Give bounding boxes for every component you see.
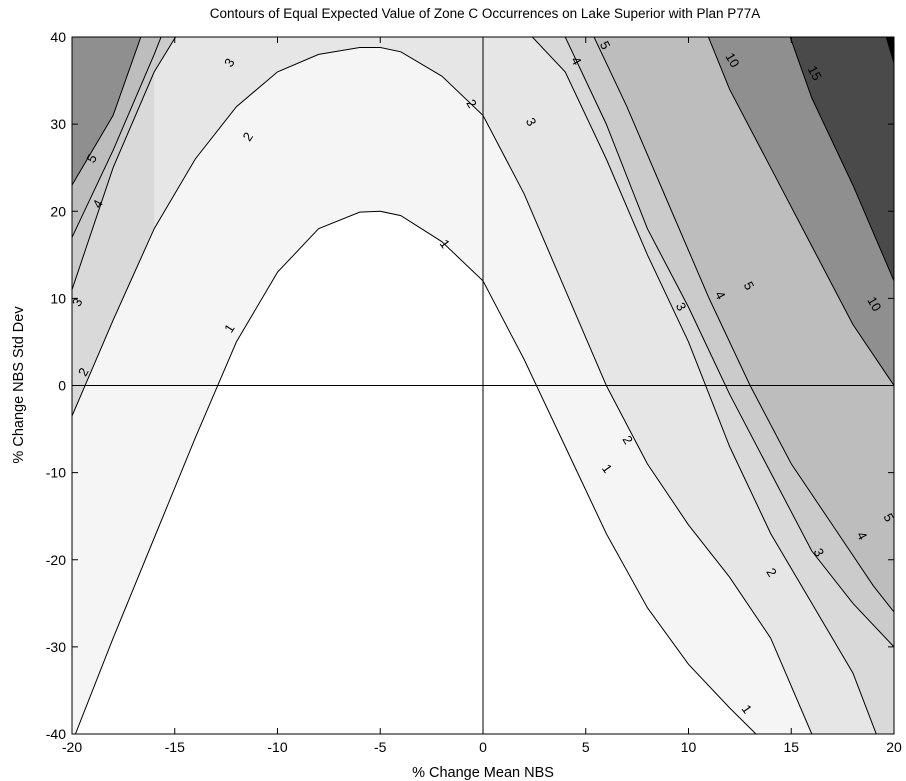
contour-line-3 [72,37,877,734]
y-tick-label: 40 [50,29,66,45]
x-axis-ticks: -20 -15 -10 -5 0 5 10 15 20 [62,37,902,755]
y-tick-label: 20 [50,203,66,219]
x-tick-label: 15 [783,739,799,755]
chart-title: Contours of Equal Expected Value of Zone… [210,6,761,21]
y-tick-label: -20 [46,552,66,568]
contour-line-20 [885,37,894,64]
contour-line-4 [72,37,894,648]
y-tick-label: 0 [58,378,66,394]
contour-fill-left-5 [72,37,141,186]
y-tick-label: 10 [50,290,66,306]
x-tick-label: -15 [165,739,185,755]
x-tick-label: 0 [479,739,487,755]
contour-fill-5 [72,37,894,613]
contour-label: 10 [864,294,884,314]
contour-label: 10 [722,50,742,70]
y-tick-label: -10 [46,465,66,481]
x-tick-label: 5 [582,739,590,755]
y-axis-ticks: -40 -30 -20 -10 0 10 20 30 40 [46,29,894,742]
x-tick-label: -10 [267,739,287,755]
contour-line-5 [72,37,894,613]
y-axis-label: % Change NBS Std Dev [11,306,27,464]
x-tick-label: -20 [62,739,82,755]
y-tick-label: 30 [50,116,66,132]
x-tick-label: 20 [886,739,902,755]
reference-lines [72,37,894,734]
x-axis-label: % Change Mean NBS [412,765,554,781]
contour-line-1 [74,210,757,734]
x-tick-label: 10 [681,739,697,755]
y-tick-label: -30 [46,639,66,655]
y-tick-label: -40 [46,726,66,742]
contour-line-2 [72,47,813,734]
contour-line-10 [707,37,894,387]
contour-label: 15 [805,63,825,83]
contour-line-15 [789,37,894,283]
x-tick-label: -5 [374,739,387,755]
contour-fill-20 [886,37,894,64]
